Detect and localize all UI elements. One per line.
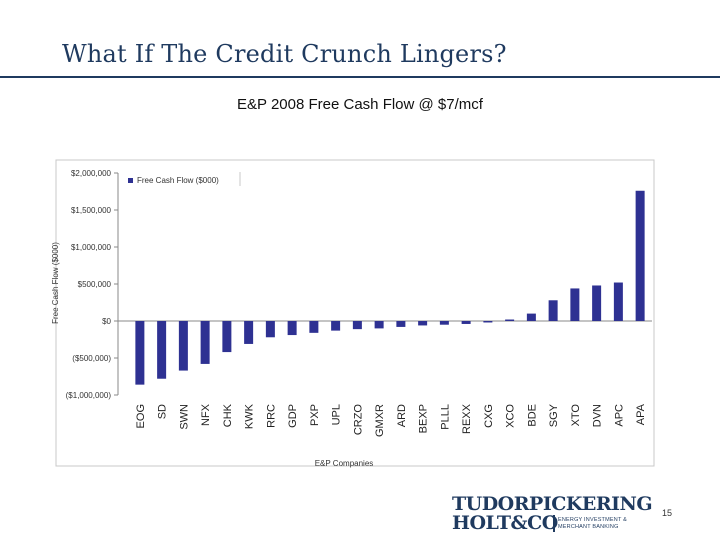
y-tick-label: $1,500,000	[71, 206, 112, 215]
bar-sgy	[548, 300, 558, 321]
bar-ard	[396, 321, 406, 327]
legend-label: Free Cash Flow ($000)	[137, 176, 219, 185]
y-tick-label: ($500,000)	[72, 354, 111, 363]
y-tick-label: $2,000,000	[71, 169, 112, 178]
bar-dvn	[592, 285, 602, 321]
bar-pxp	[309, 321, 319, 333]
x-tick-label: BDE	[526, 404, 538, 427]
x-tick-label: EOG	[135, 404, 147, 428]
logo-divider	[553, 515, 555, 532]
x-tick-label: APA	[635, 403, 647, 425]
logo-subtitle: ENERGY INVESTMENT & MERCHANT BANKING	[558, 517, 627, 530]
x-tick-label: PLLL	[439, 404, 451, 430]
x-tick-label: CHK	[222, 403, 234, 427]
x-tick-label: CXG	[483, 404, 495, 428]
x-tick-label: SGY	[548, 403, 560, 427]
title-divider	[0, 76, 720, 78]
y-axis-title: Free Cash Flow ($000)	[51, 242, 60, 324]
page-number: 15	[662, 508, 673, 518]
legend-swatch	[128, 178, 133, 183]
bar-eog	[135, 321, 145, 385]
x-tick-label: SWN	[178, 404, 190, 430]
x-tick-label: PXP	[309, 404, 321, 426]
bar-crzo	[352, 321, 362, 330]
x-axis-title: E&P Companies	[315, 459, 374, 468]
y-tick-label: $500,000	[78, 280, 112, 289]
bar-bexp	[418, 321, 428, 326]
logo-line1: TUDORPICKERING	[452, 493, 653, 515]
x-tick-label: RRC	[265, 404, 277, 428]
logo-line2: HOLT&CO	[452, 512, 558, 534]
slide-title: What If The Credit Crunch Lingers?	[62, 40, 507, 68]
x-tick-label: GDP	[287, 404, 299, 428]
bar-apc	[613, 282, 623, 321]
x-tick-label: KWK	[244, 403, 256, 429]
chart-frame	[55, 159, 655, 467]
x-tick-label: DVN	[592, 404, 604, 427]
x-tick-label: CRZO	[352, 404, 364, 436]
bar-apa	[635, 190, 645, 321]
company-logo: TUDORPICKERING HOLT&CO ENERGY INVESTMENT…	[452, 493, 653, 534]
bar-swn	[178, 321, 188, 371]
bar-gmxr	[374, 321, 384, 329]
x-tick-label: UPL	[331, 404, 343, 425]
x-tick-label: APC	[613, 404, 625, 427]
y-tick-label: $1,000,000	[71, 243, 112, 252]
x-tick-label: XCO	[505, 404, 517, 428]
y-tick-label: ($1,000,000)	[66, 391, 112, 400]
bar-chk	[222, 321, 232, 353]
bar-kwk	[244, 321, 254, 344]
bar-gdp	[287, 321, 297, 336]
x-tick-label: XTO	[570, 404, 582, 427]
bar-upl	[331, 321, 341, 331]
bar-bde	[526, 313, 536, 321]
y-tick-label: $0	[102, 317, 111, 326]
bar-xco	[505, 319, 515, 321]
x-tick-label: BEXP	[418, 404, 430, 433]
bar-rrc	[265, 321, 275, 338]
x-tick-label: REXX	[461, 403, 473, 434]
bar-sd	[157, 321, 167, 379]
x-tick-label: NFX	[200, 403, 212, 426]
chart-title: E&P 2008 Free Cash Flow @ $7/mcf	[237, 96, 483, 113]
bar-plll	[439, 321, 449, 325]
bar-nfx	[200, 321, 210, 364]
x-tick-label: GMXR	[374, 404, 386, 437]
bar-xto	[570, 288, 580, 321]
x-tick-label: ARD	[396, 404, 408, 427]
bar-cxg	[483, 321, 493, 323]
bar-rexx	[461, 321, 471, 324]
x-tick-label: SD	[157, 404, 169, 419]
